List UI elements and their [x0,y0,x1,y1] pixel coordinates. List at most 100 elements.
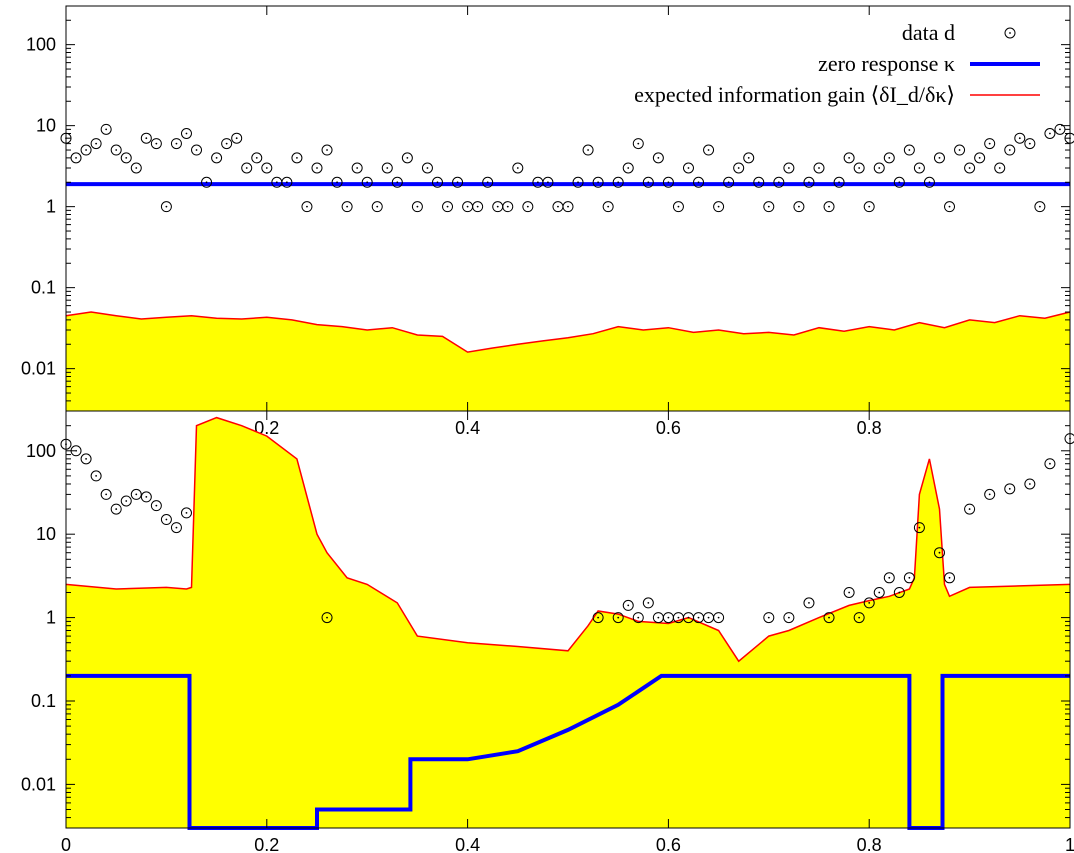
data-point-dot [938,551,941,554]
data-point [160,201,172,213]
data-point [1054,123,1066,135]
data-point-dot [878,591,881,594]
data-point-dot [326,149,328,151]
data-point [632,138,644,150]
data-point [713,201,725,213]
data-point-dot [1028,142,1031,145]
data-point [813,162,825,174]
data-point-dot [165,205,168,208]
y-tick-label: 0.1 [31,691,56,711]
data-point [793,201,805,213]
data-point [964,162,976,174]
data-point-dot [808,602,810,604]
data-point-dot [607,205,610,208]
data-point [903,572,915,584]
legend-symbol-dot [1009,32,1011,34]
data-point-dot [818,167,820,169]
data-point [753,176,765,188]
data-point-dot [1008,149,1011,151]
y-tick-label: 0.01 [21,774,56,794]
data-point [863,201,875,213]
data-point [160,514,172,526]
data-point [90,470,102,482]
data-point-dot [978,156,981,159]
data-point [1014,132,1026,144]
data-point-dot [868,205,871,208]
data-point [723,176,735,188]
data-point-dot [767,205,770,208]
data-point [221,138,233,150]
x-tick-label: 0.8 [857,835,882,853]
data-point [954,144,966,156]
data-point [984,488,996,500]
data-point [773,176,785,188]
data-point-dot [998,167,1001,169]
data-point [783,162,795,174]
data-point-dot [988,493,991,496]
data-point-dot [828,616,830,619]
data-point-dot [255,156,258,159]
data-point-dot [577,181,579,184]
data-point [964,503,976,515]
data-point-dot [667,616,670,619]
data-point [592,176,604,188]
data-point-dot [858,616,861,619]
data-point-dot [597,616,600,619]
data-point-dot [567,205,569,208]
data-point-dot [1028,483,1031,485]
data-point [351,162,363,174]
data-point [431,176,443,188]
data-point [150,138,162,150]
data-point-dot [707,616,710,619]
data-point-dot [657,156,660,159]
data-point [281,176,293,188]
data-point [341,201,353,213]
data-point-dot [798,205,800,208]
data-point-dot [888,576,891,579]
data-point [381,162,393,174]
data-point-dot [406,156,409,159]
data-point-dot [135,167,138,169]
data-point-dot [486,181,489,184]
data-point [622,599,634,611]
data-point [120,495,132,507]
data-point [130,488,142,500]
data-point-dot [125,156,128,159]
data-point [1034,201,1046,213]
data-point-dot [145,495,148,498]
data-point-dot [115,508,118,510]
data-point [582,144,594,156]
data-point [863,597,875,609]
data-point-dot [1049,132,1051,135]
data-point-dot [1018,137,1021,140]
data-point [371,201,383,213]
data-point [933,152,945,164]
data-point [321,612,333,624]
data-point [251,152,263,164]
data-point [612,176,624,188]
data-point-dot [627,167,630,169]
data-point [100,123,112,135]
data-point-dot [898,181,901,184]
data-point [622,162,634,174]
y-tick-label: 1 [46,197,56,217]
data-point-dot [1008,487,1011,490]
data-point-dot [707,149,710,151]
data-point-dot [75,156,77,159]
data-point [90,138,102,150]
data-point [542,176,554,188]
data-point-dot [426,167,429,169]
data-point [201,176,213,188]
data-point-dot [265,167,268,169]
data-point-dot [898,591,901,594]
data-point-dot [667,181,670,184]
data-point-dot [175,526,178,529]
data-point-dot [968,167,971,169]
x-tick-label: 0.8 [857,418,882,438]
data-point-dot [627,604,630,607]
data-point-dot [205,181,208,184]
data-point [140,132,152,144]
data-point [512,162,524,174]
y-tick-label: 0.01 [21,359,56,379]
data-point [421,162,433,174]
